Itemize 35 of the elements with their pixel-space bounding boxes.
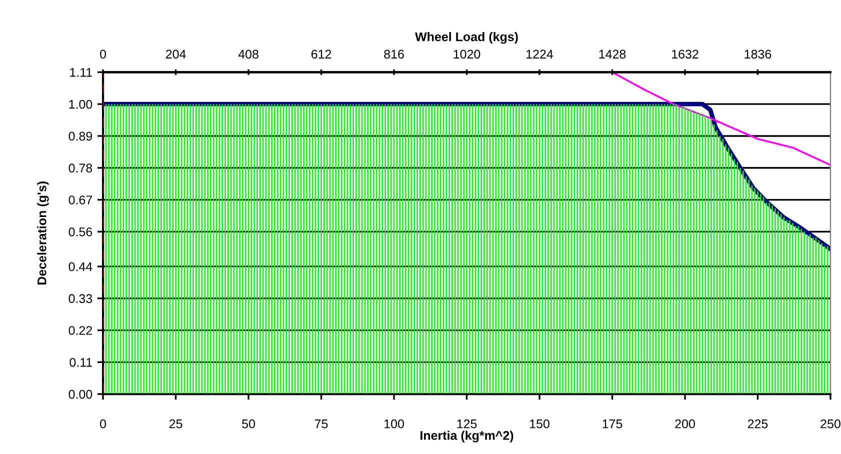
- y-tick-label: 0.89: [68, 132, 92, 141]
- y-tick-label: 0.33: [68, 294, 92, 304]
- x-tick-label: 75: [314, 420, 328, 428]
- x-tick-label: 125: [457, 419, 477, 428]
- x2-tick-label: 612: [311, 50, 332, 59]
- x-tick-label: 175: [602, 420, 622, 428]
- x-axis-title: Inertia (kg*m^2): [420, 430, 514, 442]
- x-tick-label: 25: [169, 419, 182, 428]
- y-tick-label: 0.44: [68, 262, 92, 272]
- y-tick-label: 1.11: [70, 68, 92, 77]
- x2-tick-label: 1428: [599, 50, 626, 59]
- y-tick-label: 1.00: [69, 100, 92, 109]
- x2-tick-label: 0: [100, 50, 106, 59]
- x-tick-label: 150: [530, 419, 550, 428]
- x2-tick-label: 408: [238, 50, 258, 59]
- y-tick-label: 0.00: [68, 390, 92, 399]
- x-tick-label: 200: [675, 419, 695, 428]
- x2-tick-label: 816: [384, 50, 404, 59]
- x2-tick-label: 1020: [454, 50, 480, 59]
- y-axis-title: Deceleration (g's): [37, 182, 49, 284]
- x-tick-label: 0: [100, 419, 106, 428]
- y-tick-label: 0.22: [68, 326, 92, 335]
- y-tick-label: 0.56: [68, 227, 92, 236]
- x-tick-label: 225: [748, 419, 768, 428]
- x2-tick-label: 204: [166, 50, 186, 59]
- x2-tick-label: 1632: [672, 50, 698, 59]
- x-tick-label: 50: [242, 419, 255, 428]
- y-tick-label: 0.78: [68, 164, 92, 173]
- y-tick-label: 0.11: [70, 358, 92, 367]
- y-tick-label: 0.67: [68, 196, 92, 204]
- x-tick-label: 100: [384, 419, 404, 428]
- x2-tick-label: 1836: [744, 50, 772, 59]
- x2-axis-title: Wheel Load (kgs): [415, 32, 518, 44]
- x-tick-label: 250: [820, 419, 840, 428]
- x2-tick-label: 1224: [526, 50, 554, 58]
